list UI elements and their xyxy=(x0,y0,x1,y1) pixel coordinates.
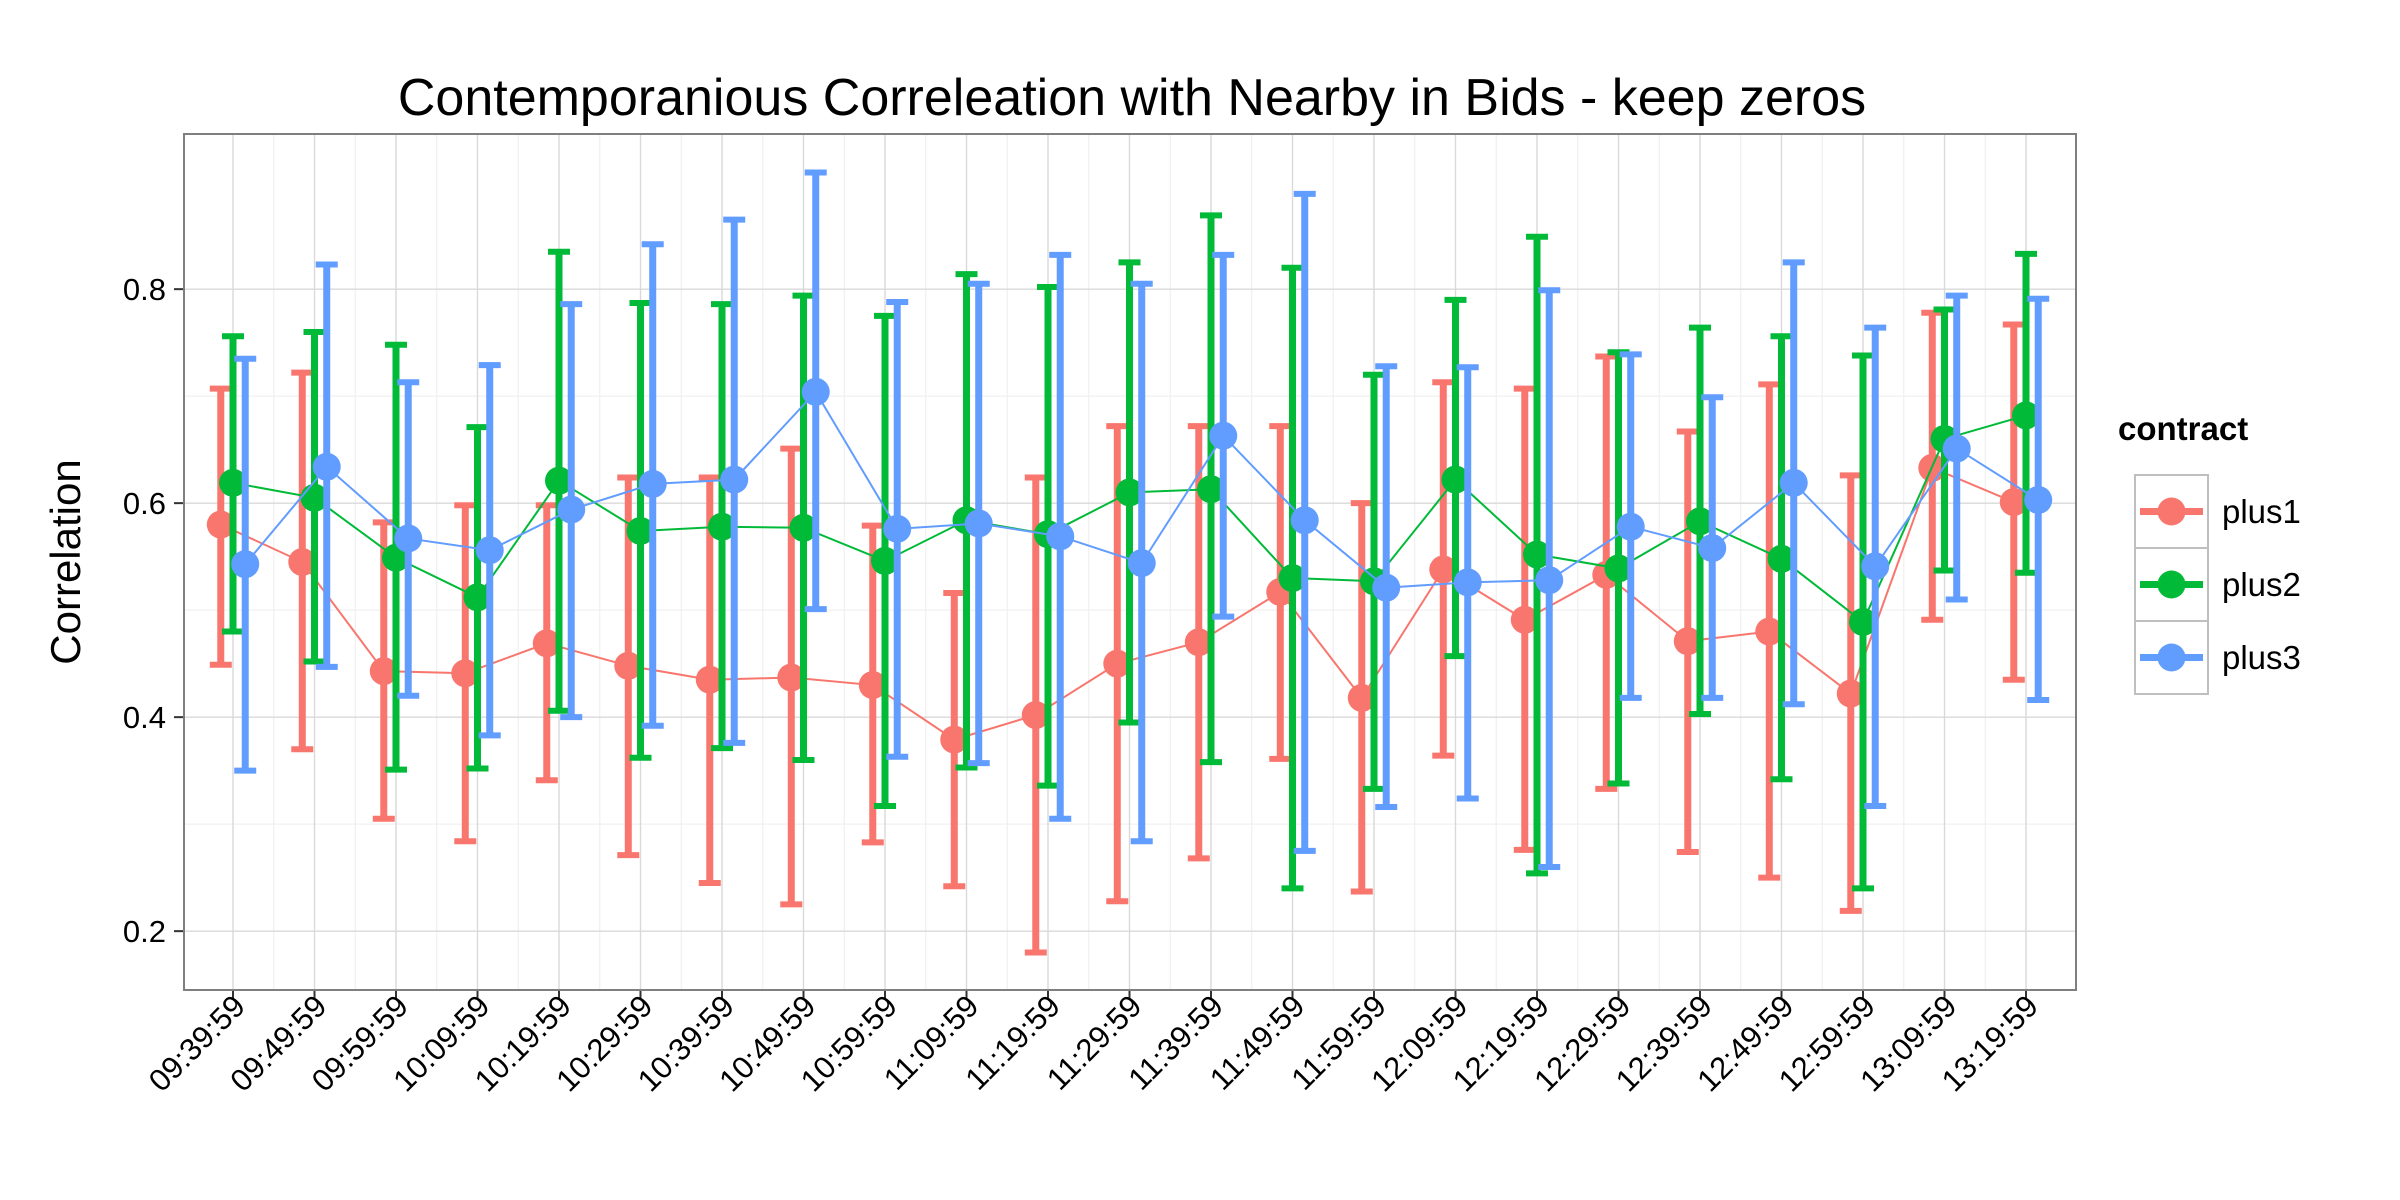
data-point xyxy=(2024,485,2053,514)
y-tick-label: 0.4 xyxy=(123,700,166,735)
data-point xyxy=(1767,544,1796,573)
data-point xyxy=(1347,683,1376,712)
y-tick-label: 0.2 xyxy=(123,914,166,949)
data-point xyxy=(206,510,235,539)
data-point xyxy=(964,509,993,538)
data-point xyxy=(1849,607,1877,636)
data-point xyxy=(1115,478,1144,507)
data-point xyxy=(231,550,260,579)
data-point xyxy=(614,651,643,680)
data-point xyxy=(858,671,887,700)
legend-label: plus2 xyxy=(2222,566,2301,603)
data-point xyxy=(940,725,969,754)
legend-key-point xyxy=(2157,497,2186,526)
data-point xyxy=(1616,512,1645,541)
legend-item-plus3: plus3 xyxy=(2134,620,2301,695)
data-point xyxy=(1535,566,1564,595)
data-point xyxy=(1127,549,1156,578)
data-point xyxy=(801,377,830,406)
data-point xyxy=(720,465,749,494)
data-point xyxy=(1779,468,1808,497)
data-point xyxy=(883,514,912,543)
data-point xyxy=(1698,534,1727,563)
data-point xyxy=(1197,475,1225,504)
data-point xyxy=(1290,506,1319,535)
data-point xyxy=(475,536,504,565)
data-point xyxy=(1673,627,1702,656)
data-point xyxy=(1184,628,1213,657)
data-point xyxy=(695,665,724,694)
data-point xyxy=(1209,421,1238,450)
data-point xyxy=(1686,507,1714,536)
data-point xyxy=(871,546,899,575)
data-point xyxy=(312,452,341,481)
data-point xyxy=(1523,540,1551,569)
legend-key-point xyxy=(2157,570,2186,599)
series-plus3 xyxy=(231,169,2053,870)
data-point xyxy=(1755,617,1784,646)
data-point xyxy=(789,513,818,542)
y-tick-label: 0.8 xyxy=(123,272,166,307)
data-point xyxy=(1429,555,1458,584)
legend-item-plus2: plus2 xyxy=(2134,547,2301,622)
legend-item-plus1: plus1 xyxy=(2134,474,2301,549)
data-point xyxy=(219,468,247,497)
data-point xyxy=(1278,564,1307,593)
data-point xyxy=(1999,488,2028,517)
y-tick-label: 0.6 xyxy=(123,486,166,521)
data-point xyxy=(1861,552,1890,581)
data-point xyxy=(1103,649,1132,678)
data-point xyxy=(463,583,492,612)
data-point xyxy=(451,659,480,688)
data-point xyxy=(1836,679,1865,708)
legend-label: plus3 xyxy=(2222,639,2301,676)
data-point xyxy=(532,629,561,658)
data-point xyxy=(626,516,655,545)
data-point xyxy=(288,548,317,576)
data-point xyxy=(638,469,667,498)
plot-area: 0.20.40.60.809:39:5909:49:5909:59:5910:0… xyxy=(123,133,2077,1098)
data-point xyxy=(369,657,398,686)
chart-title: Contemporanious Correleation with Nearby… xyxy=(398,69,1866,127)
data-point xyxy=(1021,701,1050,730)
y-axis-title: Correlation xyxy=(42,459,89,664)
data-point xyxy=(1372,573,1401,602)
plot-border xyxy=(183,133,2077,991)
data-point xyxy=(394,524,423,553)
data-point xyxy=(1046,522,1075,551)
legend-title: contract xyxy=(2118,410,2248,447)
data-point xyxy=(557,495,586,524)
data-point xyxy=(1942,434,1971,463)
legend-key-point xyxy=(2157,643,2186,672)
data-point xyxy=(1604,554,1633,583)
data-point xyxy=(777,663,806,692)
data-point xyxy=(1510,605,1539,634)
data-point xyxy=(708,512,736,541)
data-point xyxy=(2012,401,2040,430)
data-point xyxy=(1441,465,1470,494)
legend-label: plus1 xyxy=(2222,493,2301,530)
data-point xyxy=(545,466,573,495)
legend: contract plus1 plus2 plus3 xyxy=(2118,410,2301,695)
data-point xyxy=(1453,568,1482,597)
